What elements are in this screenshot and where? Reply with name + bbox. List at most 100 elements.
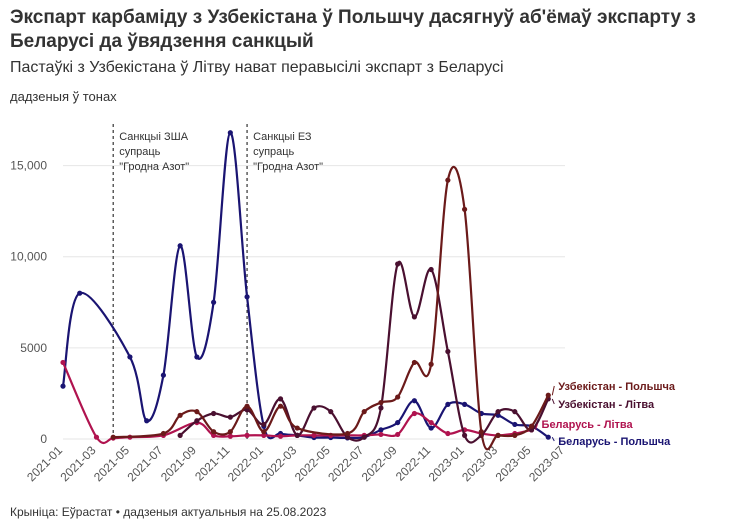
data-point-uz-pl [344,430,351,437]
data-point-by-pl [227,130,233,136]
data-point-by-lt [60,359,66,366]
data-point-by-lt [211,432,217,438]
data-point-uz-lt [294,432,300,438]
x-tick-label: 2021-07 [124,443,165,484]
end-label-uz-lt: Узбекістан - Літва [558,399,655,411]
data-point-uz-lt [328,409,334,415]
annotation-label: Санкцыі ЗША [119,131,189,143]
data-point-uz-pl [545,392,551,398]
data-point-uz-lt [277,396,284,402]
data-point-uz-lt [462,432,468,438]
data-point-by-lt [411,410,417,417]
data-point-uz-pl [478,429,484,435]
x-tick-label: 2021-05 [91,443,132,484]
data-point-by-pl [60,383,66,389]
data-point-uz-pl [177,412,183,418]
data-point-uz-pl [244,403,250,409]
y-tick-label: 0 [40,432,47,446]
data-point-by-pl [77,290,83,296]
data-point-by-pl [194,354,200,360]
end-label-by-lt: Беларусь - Літва [542,419,634,431]
data-point-uz-lt [395,261,401,267]
data-point-uz-pl [160,430,166,437]
data-point-by-lt [378,431,384,438]
x-tick-label: 2023-01 [426,443,467,484]
data-point-uz-lt [227,414,233,420]
data-point-uz-pl [294,425,300,431]
x-tick-label: 2021-01 [24,443,65,484]
data-point-uz-pl [378,399,384,406]
y-tick-label: 15,000 [10,159,47,173]
unit-note: дадзеныя ў тонах [10,89,117,104]
x-tick-label: 2022-07 [325,443,366,484]
y-tick-label: 5000 [20,341,47,355]
data-point-uz-pl [194,409,200,415]
annotation-label: супраць [119,146,160,158]
data-point-by-pl [160,372,166,378]
x-tick-label: 2023-07 [526,443,567,484]
annotation-label: супраць [253,146,294,158]
annotation-label: Санкцыі ЕЗ [253,131,312,143]
series-line-by-pl [61,131,549,440]
data-point-uz-lt [194,418,200,424]
end-label-leader [535,423,539,431]
data-point-by-pl [411,398,417,404]
data-point-uz-lt [428,266,434,273]
x-tick-label: 2021-03 [58,443,99,484]
x-tick-label: 2022-03 [258,443,299,484]
data-point-by-pl [462,401,468,407]
data-point-uz-lt [261,421,267,428]
data-point-uz-pl [512,432,518,438]
data-point-by-lt [261,432,267,438]
data-point-by-pl [378,427,384,433]
data-point-uz-pl [411,359,417,366]
data-point-by-pl [127,354,133,360]
end-label-by-pl: Беларусь - Польшча [558,436,671,448]
data-point-uz-lt [311,405,317,411]
data-point-uz-pl [211,429,217,435]
data-point-uz-pl [495,432,501,438]
data-point-uz-pl [227,429,233,435]
data-point-uz-lt [211,410,217,417]
data-point-by-lt [227,433,233,439]
data-point-uz-pl [277,403,284,409]
data-point-by-pl [545,434,551,440]
data-point-by-pl [428,425,434,431]
data-point-by-pl [211,299,217,305]
data-point-uz-pl [261,429,267,435]
series-line-uz-pl [113,166,550,451]
chart-title: Экспарт карбаміду з Узбекістана ў Польшч… [10,7,696,52]
data-point-by-pl [512,421,518,428]
data-point-uz-pl [110,434,116,440]
x-tick-label: 2022-01 [225,443,266,484]
annotation-label: "Гродна Азот" [119,161,189,173]
data-point-by-pl [445,401,451,407]
data-point-uz-lt [344,434,351,440]
data-point-by-pl [144,418,150,424]
data-point-by-lt [277,433,284,439]
data-point-uz-lt [361,434,367,440]
end-label-uz-pl: Узбекістан - Польшча [558,381,676,393]
data-point-uz-pl [528,423,535,429]
data-point-by-lt [244,432,250,438]
data-point-uz-lt [411,314,417,320]
x-tick-label: 2022-09 [359,443,400,484]
data-point-uz-lt [495,409,501,415]
data-point-by-pl [395,419,401,426]
data-point-uz-pl [462,206,468,212]
x-tick-label: 2022-05 [292,443,333,484]
data-point-uz-lt [512,409,518,415]
data-point-by-lt [311,432,317,438]
data-point-uz-pl [428,361,434,367]
source-footer: Крыніца: Еўрастат • дадзеныя актуальныя … [10,505,327,519]
end-label-leader [551,398,555,405]
data-point-uz-lt [244,407,250,413]
annotation-label: "Гродна Азот" [253,161,323,173]
x-tick-label: 2022-11 [393,443,434,484]
y-tick-label: 10,000 [10,250,47,264]
data-point-by-lt [395,431,401,438]
data-point-by-lt [428,419,434,426]
chart-subtitle: Пастаўкі з Узбекістана ў Літву нават пер… [10,59,504,76]
data-point-uz-pl [361,409,367,415]
